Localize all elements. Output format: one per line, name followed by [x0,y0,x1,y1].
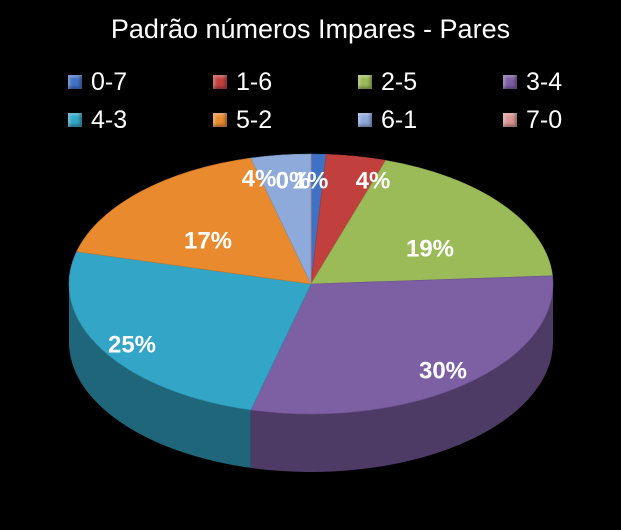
data-label-1-6: 4% [356,167,391,194]
legend-item-3-4: 3-4 [503,66,608,98]
legend-swatch [503,75,517,89]
legend-swatch [68,113,82,127]
legend-swatch [358,113,372,127]
data-label-3-4: 30% [419,357,467,384]
pie-side-walls [69,284,553,472]
legend-label: 2-5 [381,67,418,96]
legend-label: 5-2 [236,105,273,134]
data-label-6-1: 4% [242,165,277,192]
legend-item-7-0: 7-0 [503,104,608,136]
legend-item-4-3: 4-3 [68,104,213,136]
pie-slices [68,153,554,415]
legend: 0-7 1-6 2-5 3-4 4-3 5-2 6-1 7-0 [68,66,608,136]
legend-label: 7-0 [526,105,563,134]
legend-label: 1-6 [236,67,273,96]
chart-title: Padrão números Impares - Pares [110,14,511,44]
legend-item-1-6: 1-6 [213,66,358,98]
pie-data-labels: 1% 4%19%30%25%17%4% 0% [108,165,467,384]
legend-item-0-7: 0-7 [68,66,213,98]
data-label-4-3: 25% [108,331,156,358]
legend-swatch [358,75,372,89]
legend-item-2-5: 2-5 [358,66,503,98]
legend-label: 4-3 [91,105,128,134]
pie-slice-4-3 [68,251,312,411]
legend-swatch [68,75,82,89]
data-label-2-5: 19% [406,235,454,262]
data-label-5-2: 17% [184,227,232,254]
data-label-7-0: 0% [276,167,311,194]
pie-slice-5-2 [76,157,312,285]
legend-label: 0-7 [91,67,128,96]
pie-slice-2-5 [310,160,553,285]
legend-swatch [213,113,227,127]
legend-swatch [213,75,227,89]
data-label-0-7: 1% [294,167,329,194]
pie-side-4-3 [69,284,251,468]
pie-side-3-4 [250,284,553,472]
legend-item-5-2: 5-2 [213,104,358,136]
legend-swatch [503,113,517,127]
pie-slice-3-4 [250,275,554,415]
legend-item-6-1: 6-1 [358,104,503,136]
legend-label: 3-4 [526,67,563,96]
legend-label: 6-1 [381,105,418,134]
